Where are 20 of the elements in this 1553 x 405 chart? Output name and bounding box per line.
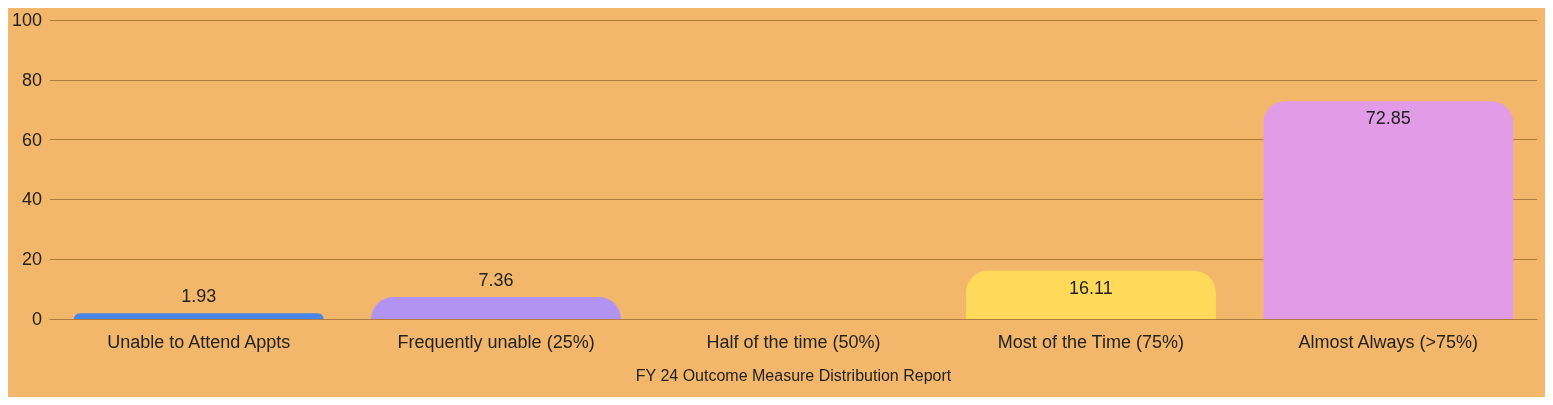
y-tick-label: 40 [21,189,42,210]
x-tick-label: Unable to Attend Appts [107,332,291,352]
y-tick-label: 20 [21,249,42,270]
x-tick-label: Frequently unable (25%) [397,332,595,352]
x-axis-title: FY 24 Outcome Measure Distribution Report [635,366,952,384]
bar [1263,101,1514,319]
data-label: 7.36 [478,269,514,290]
y-tick-label: 60 [21,129,42,150]
x-tick-label: Half of the time (50%) [706,332,881,352]
data-label: 16.11 [1069,277,1113,298]
data-label: 72.85 [1365,108,1411,129]
bar [73,313,324,319]
data-label: 1.93 [181,286,217,307]
x-tick-label: Almost Always (>75%) [1298,332,1479,352]
y-tick-label: 100 [11,10,42,30]
y-tick-label: 0 [31,309,42,329]
bar [965,270,1216,319]
bar [371,296,622,319]
y-tick-label: 80 [21,69,42,90]
x-tick-label: Most of the Time (75%) [997,332,1184,352]
